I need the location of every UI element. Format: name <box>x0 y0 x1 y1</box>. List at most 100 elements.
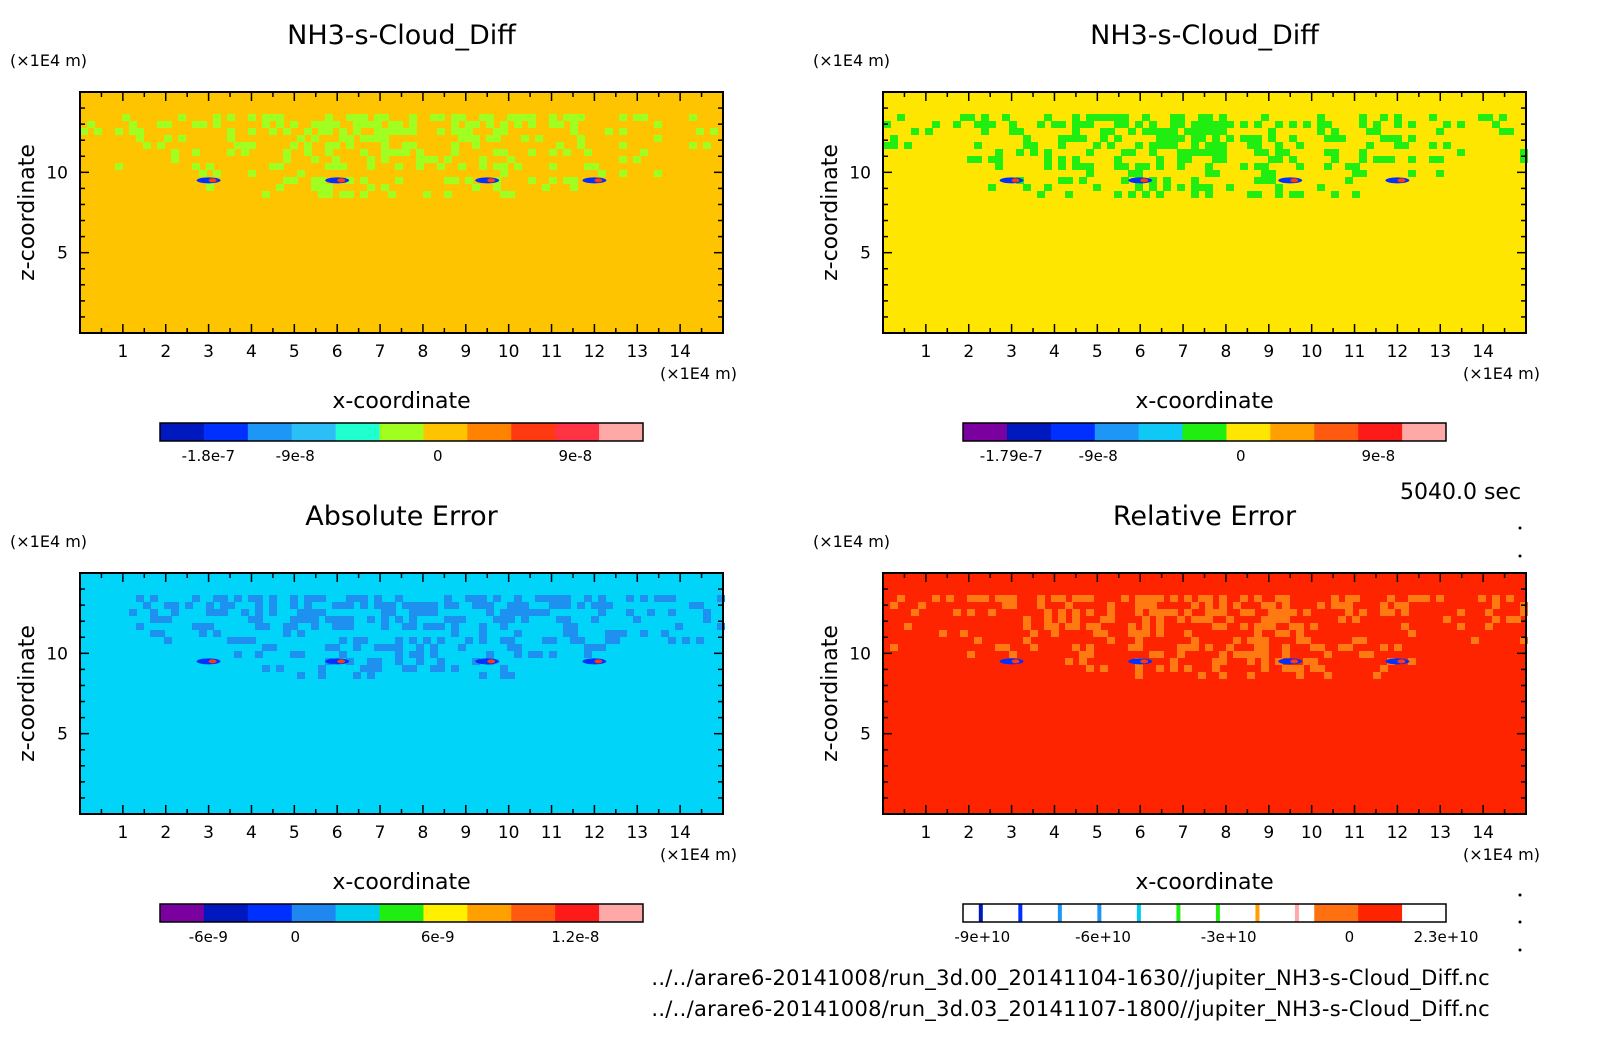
colorbar-stripe <box>1057 904 1062 922</box>
pattern-cell <box>1142 163 1150 170</box>
colorbar-segment <box>1358 423 1403 441</box>
pattern-cell <box>1170 121 1178 128</box>
pattern-cell <box>1086 170 1094 177</box>
pattern-cell <box>1163 142 1171 149</box>
pattern-cell <box>640 114 648 121</box>
pattern-cell <box>1408 595 1416 602</box>
pattern-cell <box>1352 170 1360 177</box>
pattern-cell <box>234 651 242 658</box>
pattern-cell <box>1520 637 1528 644</box>
pattern-cell <box>234 142 242 149</box>
pattern-cell <box>1317 121 1325 128</box>
pattern-cell <box>1177 616 1185 623</box>
pattern-cell <box>472 142 480 149</box>
pattern-cell <box>1282 644 1290 651</box>
pattern-cell <box>1317 114 1325 121</box>
pattern-cell <box>556 121 564 128</box>
pattern-cell <box>988 156 996 163</box>
pattern-cell <box>1184 644 1192 651</box>
x-tick-label: 11 <box>1344 342 1366 362</box>
pattern-cell <box>1205 163 1213 170</box>
pattern-cell <box>1359 156 1367 163</box>
colorbar-segment <box>247 904 293 922</box>
pattern-cell <box>1191 177 1199 184</box>
pattern-cell <box>974 121 982 128</box>
pattern-cell <box>967 651 975 658</box>
colorbar-tick-label: 2.3e+10 <box>1414 928 1479 946</box>
pattern-cell <box>381 135 389 142</box>
pattern-cell <box>1219 114 1227 121</box>
vortex-spot <box>208 659 217 664</box>
pattern-cell <box>1191 616 1199 623</box>
pattern-cell <box>311 184 319 191</box>
pattern-cell <box>1387 609 1395 616</box>
vortex-spot <box>337 659 346 664</box>
pattern-cell <box>939 630 947 637</box>
pattern-cell <box>1212 623 1220 630</box>
pattern-cell <box>584 651 592 658</box>
pattern-cell <box>374 135 382 142</box>
pattern-cell <box>1170 609 1178 616</box>
pattern-cell <box>1380 135 1388 142</box>
colorbar-segment <box>1402 423 1447 441</box>
pattern-cell <box>1289 135 1297 142</box>
pattern-cell <box>1086 609 1094 616</box>
pattern-cell <box>1051 595 1059 602</box>
marker-dot <box>1518 893 1522 897</box>
pattern-cell <box>1212 149 1220 156</box>
pattern-cell <box>1457 121 1465 128</box>
pattern-cell <box>346 114 354 121</box>
pattern-cell <box>1149 609 1157 616</box>
pattern-cell <box>995 595 1003 602</box>
pattern-cell <box>542 184 550 191</box>
pattern-cell <box>1289 156 1297 163</box>
pattern-cell <box>1184 128 1192 135</box>
chart-panel-1: NH3-s-Cloud_Diff(×1E4 m)1 2 3 4 5 6 7 8 9 10 11 12 1… <box>10 20 737 465</box>
pattern-cell <box>255 595 263 602</box>
pattern-cell <box>1422 595 1430 602</box>
pattern-cell <box>626 609 634 616</box>
colorbar-stripe <box>1097 904 1102 922</box>
pattern-cell <box>1002 114 1010 121</box>
pattern-cell <box>1331 156 1339 163</box>
pattern-cell <box>1128 170 1136 177</box>
pattern-cell <box>346 595 354 602</box>
pattern-cell <box>367 156 375 163</box>
pattern-cell <box>1254 637 1262 644</box>
pattern-cell <box>1359 651 1367 658</box>
pattern-cell <box>570 121 578 128</box>
pattern-cell <box>297 609 305 616</box>
pattern-cell <box>1079 135 1087 142</box>
colorbar-segment <box>511 904 556 922</box>
pattern-cell <box>514 163 522 170</box>
chart-panel-4: Relative Error(×1E4 m)1 2 3 4 5 6 7 8 9 10 11 12 13 1… <box>813 501 1540 946</box>
pattern-cell <box>248 142 256 149</box>
pattern-cell <box>1198 114 1206 121</box>
pattern-cell <box>1296 630 1304 637</box>
pattern-cell <box>360 114 368 121</box>
pattern-cell <box>409 651 417 658</box>
pattern-cell <box>353 128 361 135</box>
pattern-cell <box>199 623 207 630</box>
pattern-cell <box>1296 637 1304 644</box>
pattern-cell <box>549 651 557 658</box>
pattern-cell <box>1065 191 1073 198</box>
pattern-cell <box>276 184 284 191</box>
pattern-cell <box>409 609 417 616</box>
x-tick-label: 7 <box>375 823 386 843</box>
pattern-cell <box>1086 114 1094 121</box>
pattern-cell <box>1030 630 1038 637</box>
pattern-cell <box>353 637 361 644</box>
x-tick-label: 4 <box>246 342 257 362</box>
pattern-cell <box>897 114 905 121</box>
pattern-cell <box>1156 609 1164 616</box>
pattern-cell <box>164 637 172 644</box>
pattern-cell <box>479 595 487 602</box>
pattern-cell <box>458 135 466 142</box>
pattern-cell <box>654 170 662 177</box>
pattern-cell <box>164 121 172 128</box>
pattern-cell <box>444 191 452 198</box>
pattern-cell <box>374 121 382 128</box>
pattern-cell <box>192 595 200 602</box>
vortex-spot <box>208 178 217 183</box>
